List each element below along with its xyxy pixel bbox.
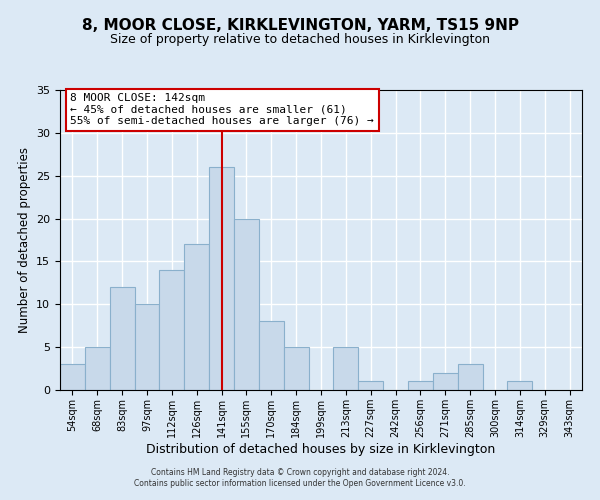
Bar [85,347,110,390]
Y-axis label: Number of detached properties: Number of detached properties [17,147,31,333]
Bar [334,347,358,390]
Bar [134,304,160,390]
Text: Contains HM Land Registry data © Crown copyright and database right 2024.
Contai: Contains HM Land Registry data © Crown c… [134,468,466,487]
Bar [234,218,259,390]
Bar [408,382,433,390]
Bar [358,382,383,390]
Text: Size of property relative to detached houses in Kirklevington: Size of property relative to detached ho… [110,32,490,46]
Bar [508,382,532,390]
Bar [209,167,234,390]
Bar [259,322,284,390]
Bar [284,347,308,390]
Bar [60,364,85,390]
Bar [458,364,482,390]
Text: 8, MOOR CLOSE, KIRKLEVINGTON, YARM, TS15 9NP: 8, MOOR CLOSE, KIRKLEVINGTON, YARM, TS15… [82,18,518,32]
Bar [110,287,134,390]
Text: 8 MOOR CLOSE: 142sqm
← 45% of detached houses are smaller (61)
55% of semi-detac: 8 MOOR CLOSE: 142sqm ← 45% of detached h… [70,93,374,126]
X-axis label: Distribution of detached houses by size in Kirklevington: Distribution of detached houses by size … [146,442,496,456]
Bar [160,270,184,390]
Bar [184,244,209,390]
Bar [433,373,458,390]
